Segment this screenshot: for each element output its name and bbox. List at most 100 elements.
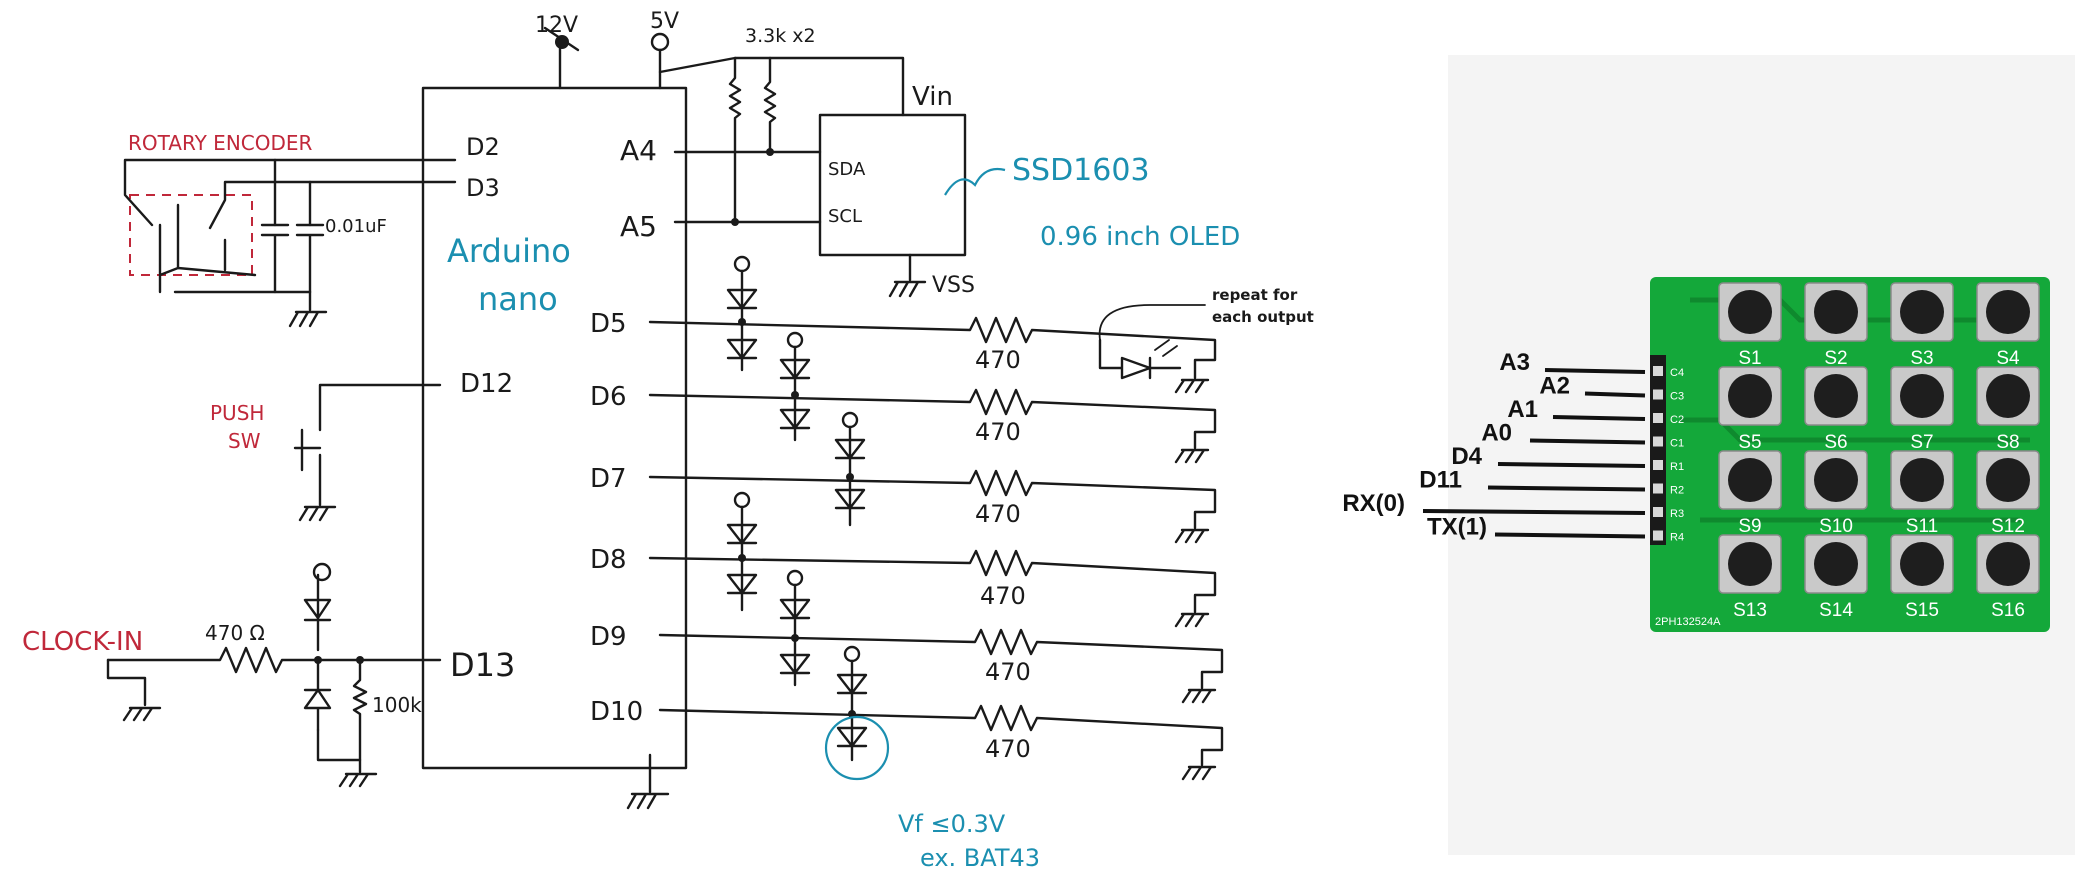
keypad-wire-label: A0 [1481,420,1512,447]
button-label: S7 [1910,432,1933,453]
pin-d2: D2 [466,133,500,161]
r-d6: 470 [975,418,1021,446]
keypad-button-s6[interactable]: S6 [1804,366,1868,453]
clock-r-pd: 100k [372,693,422,717]
output-d8: D8 470 [590,545,1217,628]
button-label: S10 [1819,516,1853,537]
button-label: S6 [1824,432,1847,453]
encoder-cap: 0.01uF [325,216,387,237]
keypad-button-s2[interactable]: S2 [1804,282,1868,369]
keypad-pin-r4: R4 [1670,532,1684,544]
r-d9: 470 [985,658,1031,686]
keypad-button-s10[interactable]: S10 [1804,450,1868,537]
keypad-button-s15[interactable]: S15 [1890,534,1954,621]
keypad-button-s14[interactable]: S14 [1804,534,1868,621]
button-cap [1814,290,1858,334]
push-label-1: PUSH [210,401,264,425]
supply-5v: 5V [650,9,905,117]
keypad-wire [1422,509,1646,515]
pin-a4: A4 [620,134,657,167]
button-label: S8 [1996,432,2019,453]
keypad-wire [1497,462,1646,468]
oled-desc: 0.96 inch OLED [1040,222,1240,252]
clock-label: CLOCK-IN [22,627,143,657]
button-cap [1814,542,1858,586]
header-pin [1653,389,1663,400]
button-cap [1900,542,1944,586]
keypad-button-s8[interactable]: S8 [1976,366,2040,453]
header-pin [1653,436,1663,447]
keypad-wire [1584,391,1646,398]
oled-vin: Vin [912,82,953,112]
diode-clamps: Vf ≤0.3V ex. BAT43 [726,255,1040,872]
pin-a5: A5 [620,210,657,243]
button-cap [1986,458,2030,502]
button-label: S15 [1905,600,1939,621]
button-cap [1986,542,2030,586]
repeat-note-1: repeat for [1212,286,1298,304]
button-label: S12 [1991,516,2025,537]
oled-chip: SSD1603 [1012,153,1150,188]
button-cap [1728,542,1772,586]
oled-scl: SCL [828,206,862,227]
arduino-box [421,86,688,770]
keypad-button-s13[interactable]: S13 [1718,534,1782,621]
keypad-wire [1494,532,1646,539]
button-label: S9 [1738,516,1761,537]
keypad-wire [1552,415,1646,421]
button-label: S11 [1906,516,1938,537]
keypad-button-s16[interactable]: S16 [1976,534,2040,621]
rotary-encoder: ROTARY ENCODER 0.01uF [123,131,457,328]
header-pin [1653,507,1663,517]
output-led: repeat for each output [1098,286,1314,380]
button-cap [1728,458,1772,502]
oled-sda: SDA [828,159,866,180]
output-d5: D5 470 [590,309,1217,394]
keypad-button-s12[interactable]: S12 [1976,450,2040,537]
keypad-pin-r3: R3 [1670,508,1684,520]
button-cap [1900,458,1944,502]
keypad-wire-label: D11 [1419,467,1462,494]
r-d10: 470 [985,735,1031,763]
keypad-button-s9[interactable]: S9 [1718,450,1782,537]
supply-12v-label: 12V [535,13,578,38]
keypad-button-s11[interactable]: S11 [1890,450,1954,537]
button-cap [1814,458,1858,502]
button-cap [1814,374,1858,418]
push-switch: PUSH SW [210,383,442,522]
encoder-label: ROTARY ENCODER [128,131,313,155]
keypad-wire-label: A2 [1539,373,1570,400]
pullup-label: 3.3k x2 [745,25,816,47]
button-cap [1728,290,1772,334]
keypad-button-s3[interactable]: S3 [1890,282,1954,369]
diode-vf: Vf ≤0.3V [898,810,1006,838]
button-label: S13 [1733,600,1767,621]
output-d10: D10 470 [590,697,1224,781]
keypad-button-s4[interactable]: S4 [1976,282,2040,369]
header-pin [1653,460,1663,470]
r-d8: 470 [980,582,1026,610]
header-pin [1653,483,1663,494]
keypad-pin-labels: C4 C3 C2 C1 R1 R2 R3 R4 [1653,366,1684,544]
keypad-wire [1544,368,1646,374]
keypad-wire [1529,438,1646,445]
keypad-wire-label: A1 [1507,396,1538,423]
button-label: S5 [1738,432,1761,453]
header-pin [1653,366,1663,376]
supply-5v-label: 5V [650,9,679,34]
keypad-wire-label: A3 [1499,349,1530,376]
button-label: S4 [1996,348,2020,369]
keypad-button-s1[interactable]: S1 [1718,282,1782,369]
keypad-wire-label: RX(0) [1342,490,1405,517]
pin-d6: D6 [590,382,627,412]
keypad-pin-c2: C2 [1670,414,1684,426]
keypad-button-s7[interactable]: S7 [1890,366,1954,453]
pin-d7: D7 [590,464,627,494]
keypad-button-s5[interactable]: S5 [1718,366,1782,453]
output-d9: D9 470 [590,622,1224,704]
oled-module: Vin SDA SCL VSS SSD1603 0.96 inch OLED [818,82,1240,298]
keypad-buttons: S1 S2 S3 S4 S5 S6 S7 S8 S9 S10 S11 S12 S13 S14 S15 S16 [1718,282,2040,621]
button-label: S14 [1819,600,1853,621]
pin-d9: D9 [590,622,627,652]
